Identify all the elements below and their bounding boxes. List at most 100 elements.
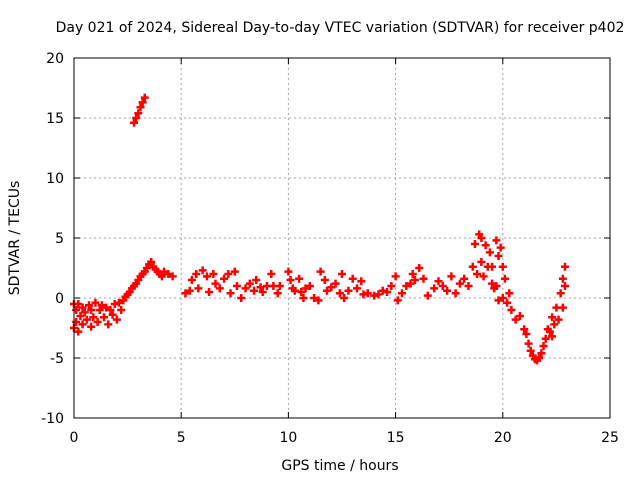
data-point (554, 315, 563, 324)
x-tick-label: 15 (387, 430, 405, 446)
data-point (374, 290, 383, 299)
data-point (537, 349, 546, 358)
data-point (104, 320, 113, 329)
data-point (505, 289, 514, 298)
data-point (419, 274, 428, 283)
data-point (423, 291, 432, 300)
data-point (338, 270, 346, 278)
data-point (500, 274, 509, 283)
data-point (117, 306, 126, 314)
data-point (393, 296, 402, 305)
data-point (391, 272, 400, 281)
data-point (560, 282, 569, 290)
data-point (320, 276, 329, 284)
data-point (132, 114, 141, 122)
data-point (322, 286, 331, 295)
data-point (87, 322, 96, 331)
data-point (520, 325, 529, 334)
data-point (95, 306, 104, 314)
y-tick-label: 5 (55, 231, 64, 247)
data-point (558, 274, 567, 283)
data-point (488, 262, 497, 271)
data-point (314, 296, 323, 305)
data-point (488, 279, 497, 288)
data-point (205, 288, 214, 296)
data-point (455, 279, 464, 288)
data-point (494, 252, 503, 260)
data-point (284, 267, 293, 276)
data-point (524, 339, 533, 348)
data-point (511, 315, 520, 324)
data-point (74, 327, 83, 336)
data-point (301, 284, 310, 293)
data-point (299, 294, 308, 302)
data-point (535, 354, 544, 362)
data-point (209, 270, 218, 278)
x-tick-label: 0 (70, 430, 79, 446)
data-point (541, 334, 550, 343)
data-point (76, 312, 85, 320)
data-point (353, 284, 362, 293)
data-point (548, 332, 557, 341)
data-point (492, 236, 501, 245)
data-point (485, 248, 494, 257)
data-point (556, 289, 565, 298)
data-point (273, 289, 282, 298)
data-point (344, 286, 353, 295)
data-points (70, 93, 569, 365)
data-point (387, 282, 396, 290)
data-point (297, 288, 306, 296)
data-point (363, 289, 372, 298)
data-point (250, 286, 259, 295)
data-point (108, 310, 117, 319)
data-point (550, 320, 559, 329)
data-point (74, 300, 83, 308)
data-point (202, 272, 211, 281)
data-point (430, 284, 439, 293)
data-point (492, 282, 501, 290)
data-point (522, 330, 531, 338)
data-point (357, 277, 366, 286)
data-point (438, 282, 447, 290)
data-point (348, 274, 357, 283)
data-point (477, 258, 486, 266)
data-point (136, 103, 145, 112)
data-point (97, 301, 106, 310)
data-point (383, 288, 392, 296)
data-point (434, 277, 443, 286)
data-point (470, 240, 479, 248)
y-axis-label: SDTVAR / TECUs (7, 181, 23, 296)
data-point (507, 306, 516, 314)
data-point (515, 312, 524, 320)
y-tick-label: 15 (46, 111, 64, 127)
data-point (498, 262, 507, 271)
data-point (464, 282, 473, 290)
data-point (410, 276, 419, 284)
data-point (91, 298, 100, 307)
data-point (147, 258, 156, 266)
data-point (157, 272, 166, 281)
data-point (245, 279, 254, 288)
data-point (224, 270, 233, 278)
data-point (198, 266, 207, 275)
y-tick-label: -10 (41, 411, 64, 427)
data-point (335, 289, 344, 298)
data-point (408, 270, 417, 278)
data-point (545, 327, 554, 336)
chart-title: Day 021 of 2024, Sidereal Day-to-day VTE… (56, 20, 625, 36)
data-point (82, 315, 91, 324)
data-point (138, 98, 147, 107)
data-point (168, 272, 177, 281)
data-point (460, 274, 469, 283)
y-tick-label: 0 (55, 291, 64, 307)
x-tick-label: 25 (601, 430, 619, 446)
data-point (451, 289, 460, 298)
data-point (215, 284, 224, 293)
y-tick-label: 10 (46, 171, 64, 187)
data-point (106, 306, 115, 314)
data-point (134, 109, 143, 118)
data-point (548, 313, 557, 322)
data-point (164, 270, 173, 278)
data-point (402, 282, 411, 290)
